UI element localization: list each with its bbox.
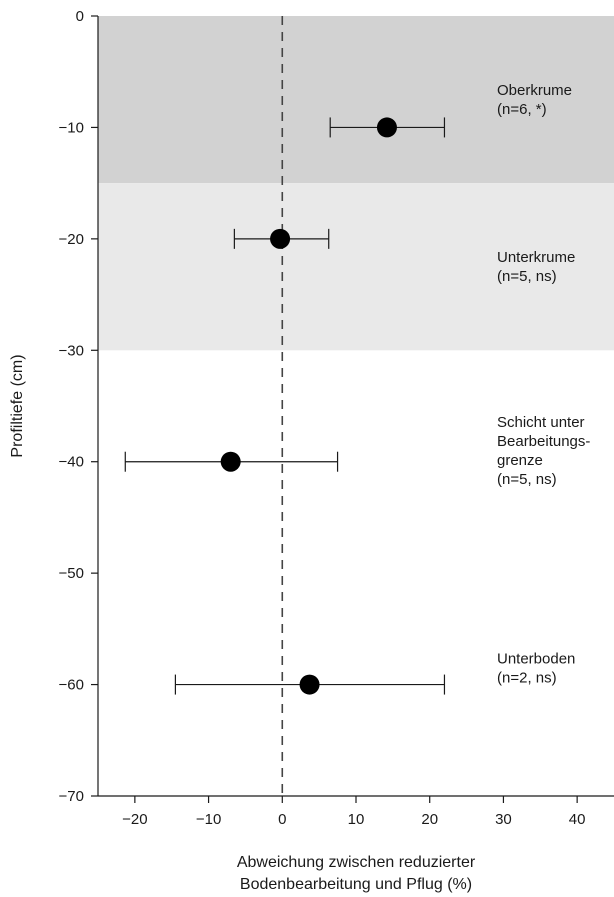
layer-label-2-line-0: Schicht unter bbox=[497, 414, 585, 431]
x-axis-label-line-1: Bodenbearbeitung und Pflug (%) bbox=[240, 876, 472, 893]
band-1 bbox=[98, 183, 614, 351]
x-tick-label-2: 0 bbox=[278, 811, 286, 828]
data-point-3 bbox=[299, 674, 320, 695]
layer-label-2-line-3: (n=5, ns) bbox=[497, 471, 557, 488]
layer-label-2: Schicht unter Bearbeitungs-grenze (n=5, ns… bbox=[497, 414, 590, 488]
layer-label-2-line-2: grenze bbox=[497, 452, 543, 469]
x-tick-label-6: 40 bbox=[569, 811, 586, 828]
layer-label-1-line-1: (n=5, ns) bbox=[497, 268, 557, 285]
layer-labels: Oberkrume (n=6, *)Unterkrume (n=5, ns)Schi… bbox=[497, 82, 590, 686]
axes: 0 −10 −20 −30 −40 −50 −60 −70 −20 −10 0 10 20 30 40 bbox=[59, 8, 614, 828]
y-tick-label-4: −40 bbox=[59, 454, 84, 471]
x-tick-label-5: 30 bbox=[495, 811, 512, 828]
y-tick-label-3: −30 bbox=[59, 342, 84, 359]
x-axis-label-line-0: Abweichung zwischen reduzierter bbox=[237, 854, 476, 871]
layer-label-0-line-0: Oberkrume bbox=[497, 82, 572, 99]
y-tick-label-1: −10 bbox=[59, 119, 84, 136]
x-tick-label-3: 10 bbox=[348, 811, 365, 828]
y-tick-label-0: 0 bbox=[76, 8, 84, 25]
y-tick-label-7: −70 bbox=[59, 788, 84, 805]
data-point-1 bbox=[270, 228, 291, 249]
data-point-0 bbox=[376, 117, 397, 138]
layer-label-1: Unterkrume (n=5, ns) bbox=[497, 249, 575, 285]
layer-label-0-line-1: (n=6, *) bbox=[497, 101, 547, 118]
data-point-group-3 bbox=[174, 674, 446, 695]
x-tick-label-1: −10 bbox=[196, 811, 221, 828]
layer-label-2-line-1: Bearbeitungs- bbox=[497, 433, 590, 450]
data-points bbox=[124, 117, 446, 695]
x-tick-label-0: −20 bbox=[122, 811, 147, 828]
x-tick-label-4: 20 bbox=[421, 811, 438, 828]
x-axis-label: Abweichung zwischen reduzierter Bodenbear… bbox=[237, 854, 476, 893]
data-point-group-2 bbox=[124, 451, 339, 472]
y-tick-label-6: −60 bbox=[59, 677, 84, 694]
data-point-group-1 bbox=[233, 228, 330, 249]
y-axis-label: Profiltiefe (cm) bbox=[9, 354, 26, 457]
data-point-2 bbox=[220, 451, 241, 472]
layer-label-3-line-0: Unterboden bbox=[497, 650, 575, 667]
y-tick-label-2: −20 bbox=[59, 231, 84, 248]
layer-label-0: Oberkrume (n=6, *) bbox=[497, 82, 572, 118]
y-tick-label-5: −50 bbox=[59, 565, 84, 582]
layer-label-3: Unterboden (n=2, ns) bbox=[497, 650, 575, 686]
layer-label-1-line-0: Unterkrume bbox=[497, 249, 575, 266]
layer-label-3-line-1: (n=2, ns) bbox=[497, 669, 557, 686]
band-0 bbox=[98, 16, 614, 184]
data-point-group-0 bbox=[329, 117, 446, 138]
background-bands bbox=[98, 16, 614, 351]
